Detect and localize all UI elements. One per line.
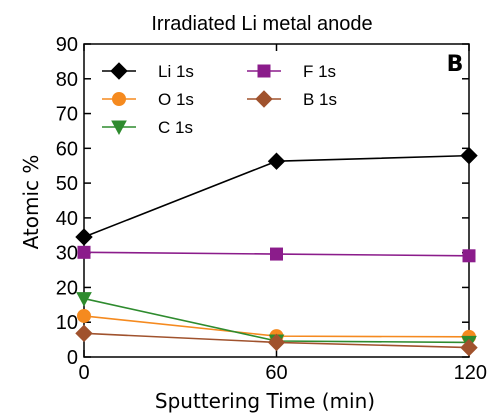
x-axis-label: Sputtering Time (min) (155, 389, 375, 413)
legend-marker-o-1s (112, 92, 126, 106)
y-tick-label: 30 (56, 243, 78, 265)
legend-label-c-1s: C 1s (158, 118, 193, 137)
data-point-c-1s (76, 292, 92, 307)
legend-label-o-1s: O 1s (158, 90, 194, 109)
y-tick-label: 10 (56, 312, 78, 334)
series-layer (75, 146, 478, 357)
y-tick-label: 20 (56, 277, 78, 299)
y-tick-label: 90 (56, 34, 78, 56)
data-point-li-1s (267, 152, 286, 170)
legend-label-b-1s: B 1s (303, 90, 337, 109)
data-point-f-1s (77, 245, 91, 259)
data-point-li-1s (460, 146, 478, 165)
y-axis-label: Atomic % (19, 155, 43, 250)
data-point-f-1s (270, 247, 283, 261)
y-tick-label: 40 (56, 208, 78, 230)
data-point-f-1s (462, 249, 476, 263)
panel-label: B (447, 52, 464, 77)
y-tick-label: 80 (56, 69, 78, 91)
legend-marker-b-1s (255, 90, 273, 108)
y-tick-label: 70 (56, 104, 78, 126)
axes-layer: 0 10 20 30 40 50 60 70 80 90 0 60 120 (56, 34, 487, 384)
legend-marker-li-1s (110, 62, 128, 80)
data-point-b-1s (75, 324, 93, 343)
data-point-li-1s (75, 228, 93, 246)
y-tick-label: 0 (67, 347, 78, 369)
legend-marker-c-1s (111, 120, 127, 136)
y-tick-label: 50 (56, 173, 78, 195)
legend-label-li-1s: Li 1s (158, 62, 194, 81)
x-tick-label: 60 (265, 362, 287, 384)
legend: Li 1s O 1s C 1s F 1s B 1s (102, 62, 337, 137)
legend-label-f-1s: F 1s (303, 62, 336, 81)
plot-frame (83, 43, 470, 358)
chart-title: Irradiated Li metal anode (151, 13, 372, 35)
legend-marker-f-1s (257, 64, 271, 78)
data-point-o-1s (77, 308, 91, 323)
x-tick-label: 120 (454, 362, 487, 384)
data-point-b-1s (267, 333, 286, 352)
data-point-b-1s (460, 338, 478, 357)
x-tick-label: 0 (78, 362, 89, 384)
y-tick-label: 60 (56, 138, 78, 160)
